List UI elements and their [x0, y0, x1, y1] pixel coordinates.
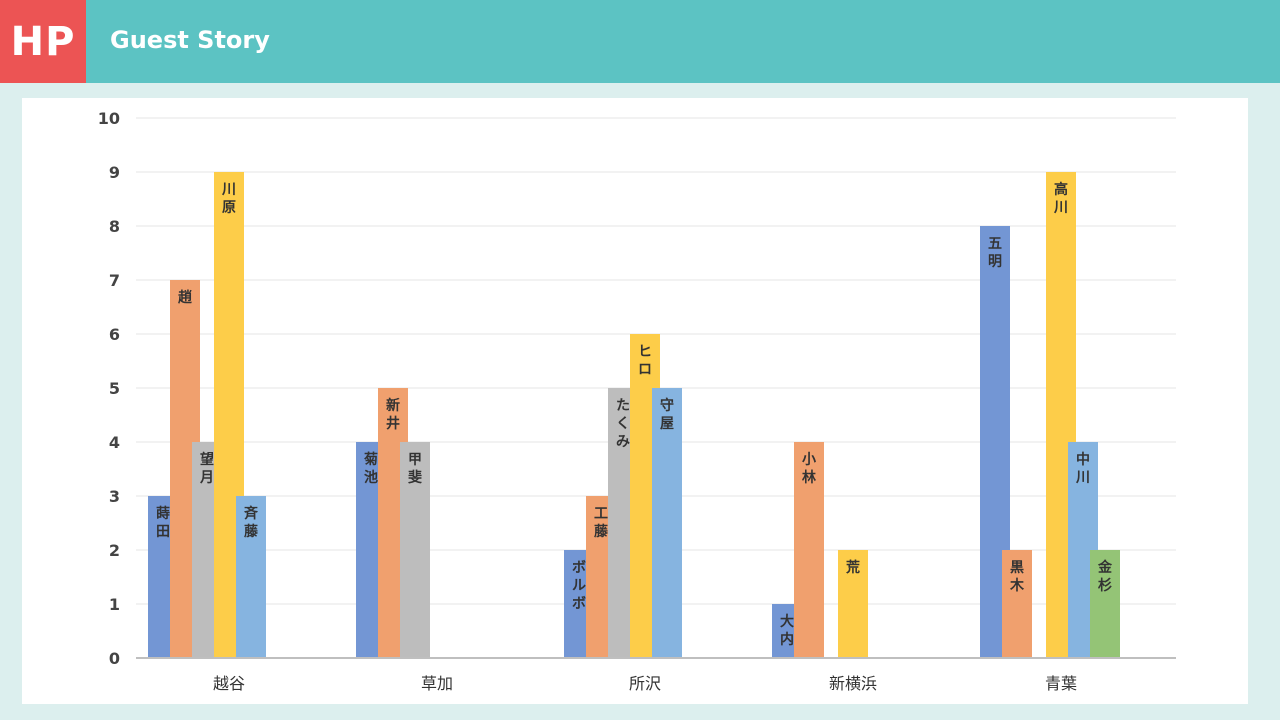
bar-label: 蒔田: [156, 505, 170, 540]
bar: [794, 442, 824, 658]
bar-label: 趙: [178, 289, 193, 306]
bar-label: ヒロ: [638, 344, 652, 378]
bar-label: 高川: [1053, 181, 1068, 216]
bar-label: 工藤: [594, 506, 609, 540]
bar-label: 川原: [221, 182, 236, 216]
bar: [400, 442, 430, 658]
x-tick-label: 所沢: [629, 674, 661, 693]
x-tick-label: 青葉: [1045, 674, 1077, 693]
bar: [1002, 550, 1032, 658]
bar-label: 新井: [386, 397, 400, 432]
y-tick-label: 0: [109, 649, 120, 668]
bar-label: 荒: [845, 559, 860, 576]
header-bar: HP Guest Story: [0, 0, 1280, 83]
y-tick-label: 2: [109, 541, 120, 560]
bar-label: 望月: [199, 451, 214, 486]
bar-label: 中川: [1075, 451, 1090, 486]
bar-label: 斉藤: [244, 505, 259, 540]
bar-label: 五明: [988, 236, 1002, 270]
y-tick-label: 1: [109, 595, 120, 614]
bar-label: 守屋: [660, 397, 674, 432]
y-tick-label: 10: [98, 109, 120, 128]
bar-label: 菊池: [364, 451, 378, 486]
y-tick-label: 9: [109, 163, 120, 182]
bar: [236, 496, 266, 658]
y-tick-label: 3: [109, 487, 120, 506]
chart-panel: 0 1 2 3 4 5 6 7 8 9 10 蒔田 趙望月 川原斉藤 菊池 新井 甲斐ボルボ 工藤 たくみ ヒロ 守屋大…: [22, 98, 1248, 704]
bar-label: 黒木: [1009, 560, 1025, 594]
y-tick-label: 8: [109, 217, 120, 236]
bar-label: ボルボ: [572, 560, 586, 612]
x-tick-label: 新横浜: [829, 674, 877, 693]
page-title: Guest Story: [110, 26, 270, 54]
y-tick-label: 4: [109, 433, 120, 452]
x-tick-label: 草加: [421, 674, 453, 693]
bar-label: 小林: [802, 452, 816, 486]
y-tick-label: 5: [109, 379, 120, 398]
bar: [652, 388, 682, 658]
logo: HP: [0, 0, 86, 83]
bar-label: 甲斐: [408, 452, 422, 486]
bar: [838, 550, 868, 658]
bar: [1090, 550, 1120, 658]
bar-label: たくみ: [616, 398, 630, 450]
x-tick-label: 越谷: [213, 674, 245, 693]
y-tick-label: 6: [109, 325, 120, 344]
y-tick-label: 7: [109, 271, 120, 290]
bar-label: 金杉: [1097, 559, 1113, 594]
bar-label: 大内: [780, 613, 794, 648]
